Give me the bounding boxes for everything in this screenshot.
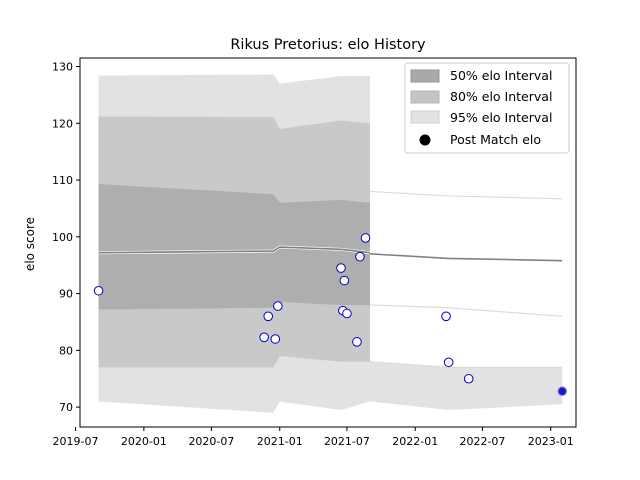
- legend-swatch-50: [410, 69, 440, 83]
- post-match-point-12: [441, 311, 451, 322]
- axes-frame: [79, 57, 577, 428]
- legend-marker-points: [419, 134, 431, 146]
- x-tick-label-0: 2019-07: [53, 435, 99, 448]
- projection-line-lo50: [369, 304, 563, 317]
- mean-rating-line: [98, 246, 371, 254]
- projection-band-95-lower: [369, 361, 563, 410]
- post-match-point-11: [360, 233, 371, 243]
- x-tick-label-7: 2023-01: [528, 435, 574, 448]
- post-match-point-9: [352, 337, 362, 347]
- post-match-point-1: [259, 332, 269, 343]
- post-match-point-10: [355, 251, 365, 262]
- post-match-point-0: [93, 285, 104, 296]
- y-tick-label-2: 90: [59, 288, 73, 301]
- x-tick-label-2: 2020-07: [188, 435, 234, 448]
- legend-label-50: 50% elo Interval: [450, 68, 552, 83]
- post-match-point-2: [263, 311, 274, 322]
- x-tick-label-6: 2022-07: [459, 435, 505, 448]
- post-match-point-5: [336, 263, 346, 273]
- legend-label-80: 80% elo Interval: [450, 89, 552, 104]
- post-match-point-13: [443, 357, 454, 368]
- y-tick-label-0: 70: [59, 401, 73, 414]
- post-match-point-14: [463, 373, 474, 384]
- projection-line-hi95: [369, 190, 563, 200]
- y-tick-label-4: 110: [52, 174, 73, 187]
- legend: 50% elo Interval 80% elo Interval 95% el…: [404, 62, 570, 154]
- chart-title: Rikus Pretorius: elo History: [230, 37, 426, 53]
- y-tick-label-3: 100: [52, 231, 73, 244]
- post-match-point-7: [339, 275, 350, 286]
- final-point: [557, 386, 568, 397]
- axes: 2019-07 2020-01 2020-07 2021-01 2021-07 2022-…: [52, 57, 577, 448]
- x-tick-label-3: 2021-01: [257, 435, 303, 448]
- x-tick-label-4: 2021-07: [324, 435, 370, 448]
- y-tick-label-6: 130: [52, 61, 73, 74]
- legend-swatch-80: [410, 90, 440, 104]
- post-match-point-3: [270, 334, 281, 344]
- projected-rating-line: [369, 253, 563, 262]
- band-50: [98, 184, 370, 310]
- legend-label-95: 95% elo Interval: [450, 110, 552, 125]
- x-tick-label-5: 2022-01: [392, 435, 438, 448]
- projection-line-lo80: [369, 361, 563, 368]
- x-tick-label-1: 2020-01: [121, 435, 167, 448]
- post-match-point-8: [342, 308, 352, 319]
- legend-swatch-95: [410, 110, 440, 124]
- plot-area: [93, 74, 568, 413]
- y-axis-label: elo score: [23, 217, 37, 271]
- y-tick-label-5: 120: [52, 117, 73, 130]
- y-tick-label-1: 80: [59, 344, 73, 357]
- legend-frame: [404, 62, 570, 154]
- legend-label-points: Post Match elo: [450, 132, 541, 147]
- post-match-point-4: [273, 301, 283, 311]
